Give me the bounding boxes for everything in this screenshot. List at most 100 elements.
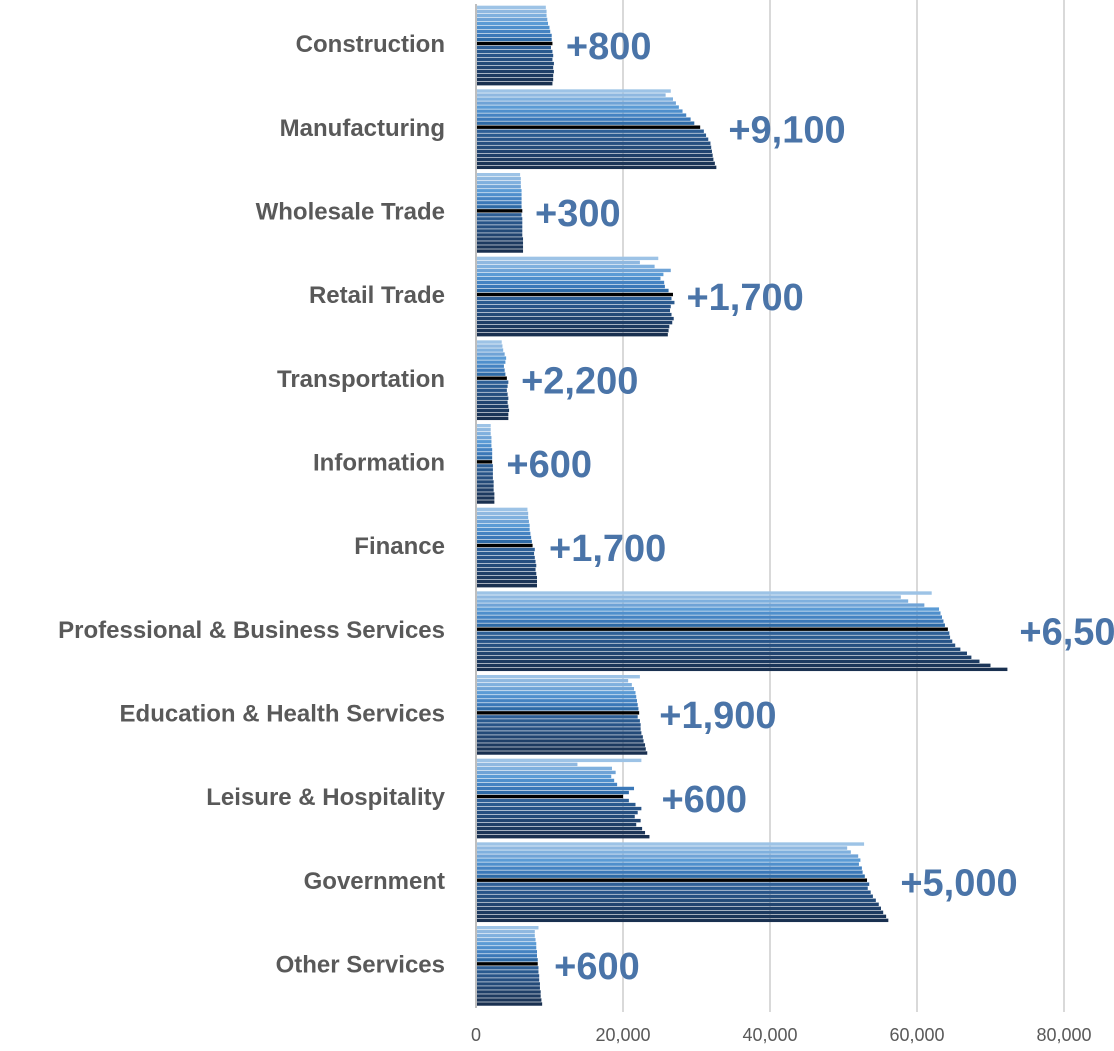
bar — [476, 500, 495, 504]
annotation: +600 — [554, 946, 640, 988]
bar — [476, 97, 673, 101]
bar — [476, 774, 612, 779]
bar — [476, 77, 554, 82]
bar — [476, 770, 616, 775]
bar — [476, 448, 493, 452]
bar — [476, 5, 546, 10]
bar — [476, 790, 629, 795]
bar — [476, 17, 548, 22]
bar — [476, 412, 509, 417]
bar — [476, 396, 509, 400]
bar — [476, 854, 859, 858]
bar — [476, 300, 675, 305]
bar — [476, 213, 522, 217]
bar — [476, 280, 665, 285]
bar — [476, 902, 879, 906]
bar — [476, 49, 553, 54]
bar — [476, 719, 640, 723]
bar — [476, 237, 524, 241]
bar — [476, 547, 535, 552]
bar — [476, 121, 695, 125]
category-label: Information — [313, 450, 445, 477]
bar — [476, 890, 871, 894]
bar — [476, 444, 492, 448]
bar — [476, 958, 538, 962]
bar — [476, 866, 862, 870]
bar — [476, 37, 552, 42]
bar — [476, 615, 942, 619]
bar — [476, 173, 521, 177]
bar — [476, 181, 521, 185]
bar — [476, 735, 643, 739]
bar — [476, 635, 951, 639]
bar — [476, 105, 679, 109]
bar — [476, 476, 493, 480]
bar — [476, 113, 687, 117]
bar — [476, 599, 909, 603]
bar — [476, 786, 635, 791]
bar — [476, 320, 673, 325]
bar — [476, 583, 538, 588]
bar — [476, 731, 642, 735]
bar — [476, 711, 640, 715]
bar — [476, 456, 493, 460]
bar — [476, 798, 629, 803]
bar — [476, 751, 648, 755]
x-tick-label: 80,000 — [1036, 1025, 1091, 1045]
bar — [476, 942, 537, 946]
bar — [476, 416, 509, 421]
bar — [476, 507, 528, 512]
bar — [476, 515, 529, 520]
bar — [476, 523, 530, 528]
bar — [476, 241, 524, 245]
bar — [476, 950, 538, 954]
bar — [476, 930, 535, 934]
bar — [476, 691, 636, 695]
bar — [476, 806, 642, 811]
bar — [476, 639, 953, 643]
bar — [476, 260, 640, 265]
bar — [476, 249, 524, 253]
bar — [476, 165, 717, 170]
bar — [476, 436, 492, 440]
bar — [476, 432, 491, 436]
bar — [476, 129, 704, 133]
bar — [476, 45, 551, 50]
bar — [476, 591, 932, 595]
bar — [476, 850, 851, 854]
bar — [476, 276, 661, 281]
bar — [476, 460, 493, 464]
bar — [476, 364, 504, 368]
bar — [476, 906, 881, 911]
bar — [476, 663, 991, 668]
bar — [476, 627, 948, 631]
bar — [476, 703, 638, 707]
bar — [476, 571, 537, 576]
bar — [476, 93, 666, 97]
bar — [476, 814, 635, 819]
bar — [476, 766, 612, 771]
bar — [476, 153, 713, 158]
bar — [476, 846, 848, 850]
bar — [476, 141, 711, 145]
annotation: +1,700 — [549, 528, 666, 570]
bar — [476, 830, 646, 835]
bar — [476, 794, 623, 799]
bar — [476, 886, 868, 890]
bar — [476, 826, 643, 831]
bar — [476, 643, 956, 647]
category-label: Retail Trade — [309, 282, 445, 309]
bar — [476, 9, 547, 14]
bar — [476, 978, 540, 982]
bar — [476, 659, 980, 664]
bar — [476, 404, 509, 409]
bar — [476, 484, 494, 488]
bar — [476, 511, 529, 516]
bar — [476, 384, 508, 388]
bar — [476, 496, 495, 500]
bar — [476, 747, 646, 751]
bar — [476, 858, 861, 862]
bar — [476, 428, 491, 432]
bar — [476, 352, 505, 356]
bar — [476, 193, 522, 197]
